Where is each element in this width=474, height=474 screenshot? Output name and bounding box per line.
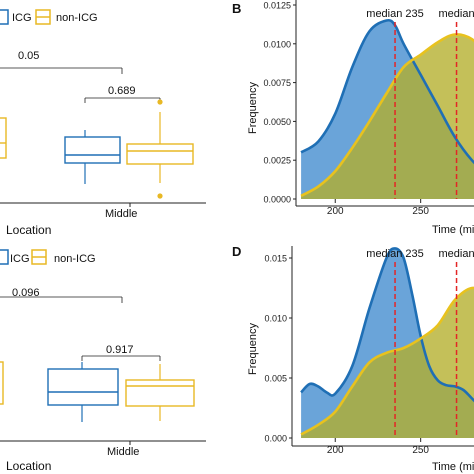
bracket-middle-a: 0.689 bbox=[84, 85, 161, 103]
panel-b: B Frequency 0.0000 0.0025 0.0050 0.0075 0.01… bbox=[232, 0, 474, 236]
box-non-icg-c-body bbox=[125, 379, 195, 407]
bracket-middle-a-label: 0.689 bbox=[108, 85, 136, 97]
y-axis-label-b: Frequency bbox=[247, 82, 259, 134]
density-non-icg-b bbox=[301, 34, 474, 199]
box-non-icg-a-outlier-low bbox=[157, 193, 163, 199]
y-tick-label-b-4: 0.0100 bbox=[263, 39, 291, 49]
median-label-d-0: median 235 bbox=[366, 248, 424, 260]
box-non-icg-a bbox=[126, 99, 194, 199]
x-axis-label-d: Time (mi bbox=[432, 461, 474, 473]
box-non-icg-a-outlier-high bbox=[157, 99, 163, 105]
x-tick-label-a-middle: Middle bbox=[105, 208, 137, 220]
panel-a: ICG non-ICG 0.05 0.689 bbox=[0, 9, 206, 237]
box-icg-a bbox=[64, 130, 121, 184]
box-cut-c bbox=[0, 361, 4, 405]
bracket-overall-c-label: 0.096 bbox=[12, 287, 40, 299]
bracket-middle-c: 0.917 bbox=[81, 344, 161, 361]
x-ticks-b: 200 250 bbox=[327, 199, 429, 217]
y-tick-label-d-3: 0.015 bbox=[264, 254, 287, 264]
legend-non-icg-label-c: non-ICG bbox=[54, 253, 96, 265]
legend-icg-label-c: ICG bbox=[10, 253, 30, 265]
box-icg-c bbox=[47, 362, 119, 422]
y-tick-label-b-2: 0.0050 bbox=[263, 117, 291, 127]
legend-c: ICG non-ICG bbox=[0, 249, 96, 265]
x-tick-label-c-middle: Middle bbox=[107, 446, 139, 458]
x-tick-label-d-1: 250 bbox=[412, 445, 429, 456]
bracket-overall-c: 0.096 bbox=[0, 287, 123, 303]
y-tick-label-b-1: 0.0025 bbox=[263, 156, 291, 166]
box-cut-c-edge bbox=[0, 361, 4, 405]
panel-c: ICG non-ICG 0.096 0.917 bbox=[0, 249, 206, 473]
median-lines-b: median 235 median bbox=[366, 8, 474, 199]
x-tick-label-d-0: 200 bbox=[327, 445, 344, 456]
y-tick-label-d-2: 0.010 bbox=[264, 314, 287, 324]
panel-d: D Frequency 0.0000.0050.0100.015 200 250 … bbox=[232, 244, 474, 473]
legend-icg-key bbox=[0, 9, 9, 25]
bracket-overall-a: 0.05 bbox=[0, 50, 123, 74]
y-tick-label-d-1: 0.005 bbox=[264, 374, 287, 384]
y-tick-label-b-5: 0.0125 bbox=[263, 1, 291, 11]
density-icg-d-outline bbox=[300, 247, 474, 403]
box-cut-a-edge bbox=[0, 117, 7, 159]
x-axis-label-b: Time (mi bbox=[432, 224, 474, 236]
legend-non-icg-label: non-ICG bbox=[56, 12, 98, 24]
x-ticks-d: 200 250 bbox=[327, 438, 429, 456]
y-ticks-d: 0.000 0.005 0.010 0.015 bbox=[264, 254, 292, 444]
x-axis-label-a: Location bbox=[6, 223, 51, 237]
bracket-middle-c-label: 0.917 bbox=[106, 344, 134, 356]
median-label-b-0: median 235 bbox=[366, 8, 424, 20]
box-cut-a bbox=[0, 117, 7, 159]
box-icg-a-body bbox=[64, 136, 121, 164]
box-non-icg-c bbox=[125, 364, 195, 421]
panel-b-letter: B bbox=[232, 1, 241, 16]
legend-a: ICG non-ICG bbox=[0, 9, 98, 25]
legend-icg-label: ICG bbox=[12, 12, 32, 24]
x-axis-label-c: Location bbox=[6, 459, 51, 473]
bracket-overall-a-label: 0.05 bbox=[18, 50, 39, 62]
y-tick-label-b-0: 0.0000 bbox=[263, 195, 291, 205]
median-lines-d: median 235 median bbox=[366, 248, 474, 438]
legend-icg-key-c bbox=[0, 249, 9, 265]
y-tick-label-b-3: 0.0075 bbox=[263, 78, 291, 88]
y-axis-label-d: Frequency bbox=[247, 323, 259, 375]
median-label-b-1: median bbox=[439, 8, 474, 20]
box-icg-c-body bbox=[47, 368, 119, 406]
box-non-icg-a-body bbox=[126, 143, 194, 165]
x-tick-label-b-1: 250 bbox=[412, 206, 429, 217]
y-ticks-b: 0.0000 0.0025 0.0050 0.0075 0.0100 0.0125 bbox=[263, 1, 296, 205]
x-tick-label-b-0: 200 bbox=[327, 206, 344, 217]
median-label-d-1: median bbox=[439, 248, 474, 260]
panel-d-letter: D bbox=[232, 244, 241, 259]
y-tick-label-d-0: 0.000 bbox=[264, 434, 287, 444]
